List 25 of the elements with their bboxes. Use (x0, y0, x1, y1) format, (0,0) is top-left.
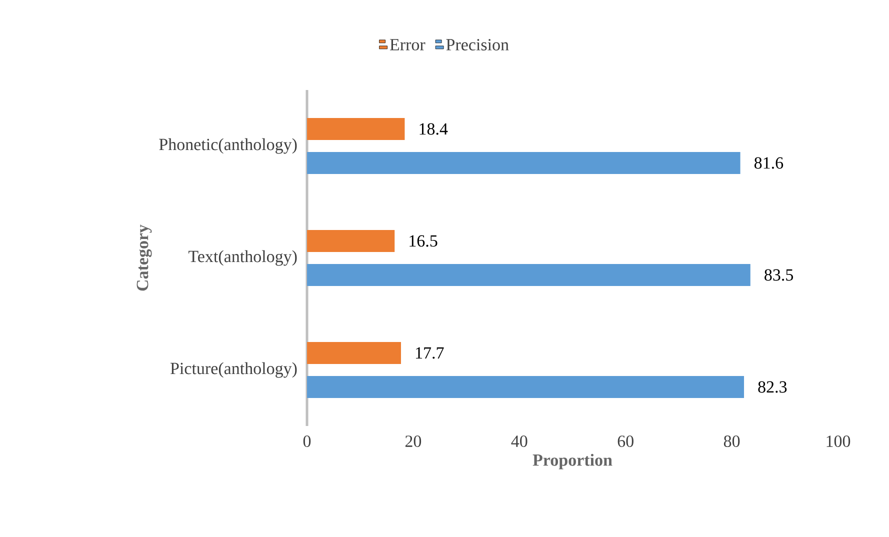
x-tick-label: 0 (303, 436, 311, 447)
data-label: 17.7 (416, 347, 444, 359)
x-tick-label: 20 (405, 436, 422, 447)
y-tick-label: Picture(anthology) (170, 362, 297, 378)
bar (307, 230, 395, 252)
bar (307, 152, 740, 174)
data-label: 81.6 (754, 157, 784, 169)
bar (307, 118, 405, 140)
bar (307, 376, 744, 398)
x-tick-label: 80 (724, 436, 740, 447)
legend-label: Error (390, 39, 426, 50)
x-tick-label: 100 (826, 436, 850, 447)
y-axis-title: Category (136, 224, 152, 291)
data-label: 16.5 (410, 235, 438, 247)
x-axis-title: Proportion (532, 454, 612, 470)
bar (307, 264, 750, 286)
y-tick-label: Phonetic(anthology) (159, 138, 297, 154)
x-tick-label: 60 (618, 436, 634, 447)
bar (307, 342, 401, 364)
y-tick-label: Text(anthology) (188, 250, 297, 266)
data-label: 18.4 (420, 123, 448, 135)
legend-label: Precision (446, 39, 509, 50)
x-tick-label: 40 (511, 436, 528, 447)
data-label: 83.5 (764, 269, 794, 281)
data-label: 82.3 (758, 381, 787, 393)
